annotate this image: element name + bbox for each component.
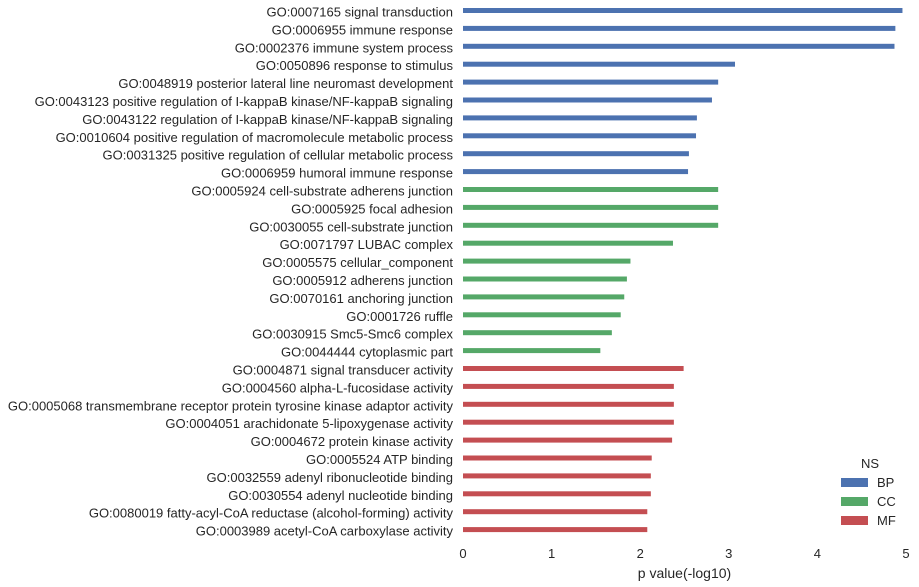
bar (463, 348, 601, 354)
category-label: GO:0002376 immune system process (235, 40, 454, 55)
bar (463, 151, 689, 157)
bar (463, 222, 719, 228)
bar (463, 97, 712, 103)
category-label: GO:0006959 humoral immune response (221, 166, 453, 181)
category-label: GO:0004672 protein kinase activity (251, 434, 454, 449)
category-label: GO:0005524 ATP binding (306, 452, 453, 467)
bars-group (463, 8, 903, 533)
x-tick-label: 2 (637, 546, 644, 561)
category-label: GO:0004051 arachidonate 5-lipoxygenase a… (165, 416, 453, 431)
category-label: GO:0043123 positive regulation of I-kapp… (35, 94, 453, 109)
x-tick-label: 5 (902, 546, 909, 561)
bar (463, 258, 631, 264)
category-label: GO:0003989 acetyl-CoA carboxylase activi… (196, 524, 454, 539)
bar (463, 169, 689, 175)
bar (463, 25, 896, 31)
category-label: GO:0005068 transmembrane receptor protei… (8, 398, 454, 413)
bar (463, 455, 652, 461)
category-label: GO:0005912 adherens junction (272, 273, 453, 288)
category-label: GO:0070161 anchoring junction (269, 291, 453, 306)
legend-swatch-bp (841, 478, 868, 487)
legend: NS BP CC MF (841, 456, 896, 528)
bar (463, 473, 651, 479)
bar (463, 366, 684, 371)
category-labels-group: GO:0007165 signal transduction GO:0006955… (8, 5, 454, 539)
bar (463, 240, 673, 246)
legend-swatch-mf (841, 516, 868, 525)
bar (463, 437, 673, 443)
bar (463, 8, 903, 13)
bar (463, 330, 612, 336)
bar (463, 383, 674, 389)
category-label: GO:0031325 positive regulation of cellul… (103, 148, 454, 163)
bar (463, 133, 697, 139)
bar (463, 43, 895, 49)
category-label: GO:0044444 cytoplasmic part (281, 345, 453, 360)
legend-title: NS (861, 456, 879, 471)
x-tick-label: 3 (725, 546, 732, 561)
bar (463, 204, 719, 210)
category-label: GO:0006955 immune response (272, 22, 453, 37)
x-axis-ticks-group: 0 1 2 3 4 5 (459, 546, 909, 561)
bar (463, 115, 697, 121)
category-label: GO:0030055 cell-substrate junction (249, 219, 453, 234)
category-label: GO:0050896 response to stimulus (256, 58, 454, 73)
category-label: GO:0005575 cellular_component (262, 255, 453, 270)
bar (463, 401, 674, 407)
legend-label-cc: CC (877, 494, 896, 509)
category-label: GO:0071797 LUBAC complex (280, 237, 454, 252)
x-tick-label: 4 (814, 546, 821, 561)
bar (463, 276, 627, 282)
x-tick-label: 0 (459, 546, 466, 561)
category-label: GO:0001726 ruffle (346, 309, 453, 324)
bar (463, 294, 625, 300)
bar (463, 312, 621, 318)
category-label: GO:0004560 alpha-L-fucosidase activity (222, 380, 454, 395)
category-label: GO:0043122 regulation of I-kappaB kinase… (82, 112, 453, 127)
legend-swatch-cc (841, 497, 868, 506)
legend-label-bp: BP (877, 475, 894, 490)
category-label: GO:0032559 adenyl ribonucleotide binding (207, 470, 453, 485)
bar (463, 187, 719, 192)
bar (463, 527, 648, 533)
bar (463, 419, 674, 425)
legend-label-mf: MF (877, 513, 896, 528)
category-label: GO:0080019 fatty-acyl-CoA reductase (alc… (89, 506, 454, 521)
category-label: GO:0005924 cell-substrate adherens junct… (191, 184, 453, 199)
category-label: GO:0007165 signal transduction (267, 5, 453, 20)
x-axis-title: p value(-log10) (638, 565, 731, 581)
bar (463, 491, 651, 497)
category-label: GO:0010604 positive regulation of macrom… (56, 130, 454, 145)
category-label: GO:0004871 signal transducer activity (233, 363, 454, 378)
bar (463, 79, 719, 85)
x-tick-label: 1 (548, 546, 555, 561)
category-label: GO:0005925 focal adhesion (291, 201, 453, 216)
category-label: GO:0030915 Smc5-Smc6 complex (252, 327, 453, 342)
bar (463, 61, 736, 67)
category-label: GO:0048919 posterior lateral line neurom… (118, 76, 453, 91)
bar (463, 509, 648, 515)
category-label: GO:0030554 adenyl nucleotide binding (228, 488, 453, 503)
